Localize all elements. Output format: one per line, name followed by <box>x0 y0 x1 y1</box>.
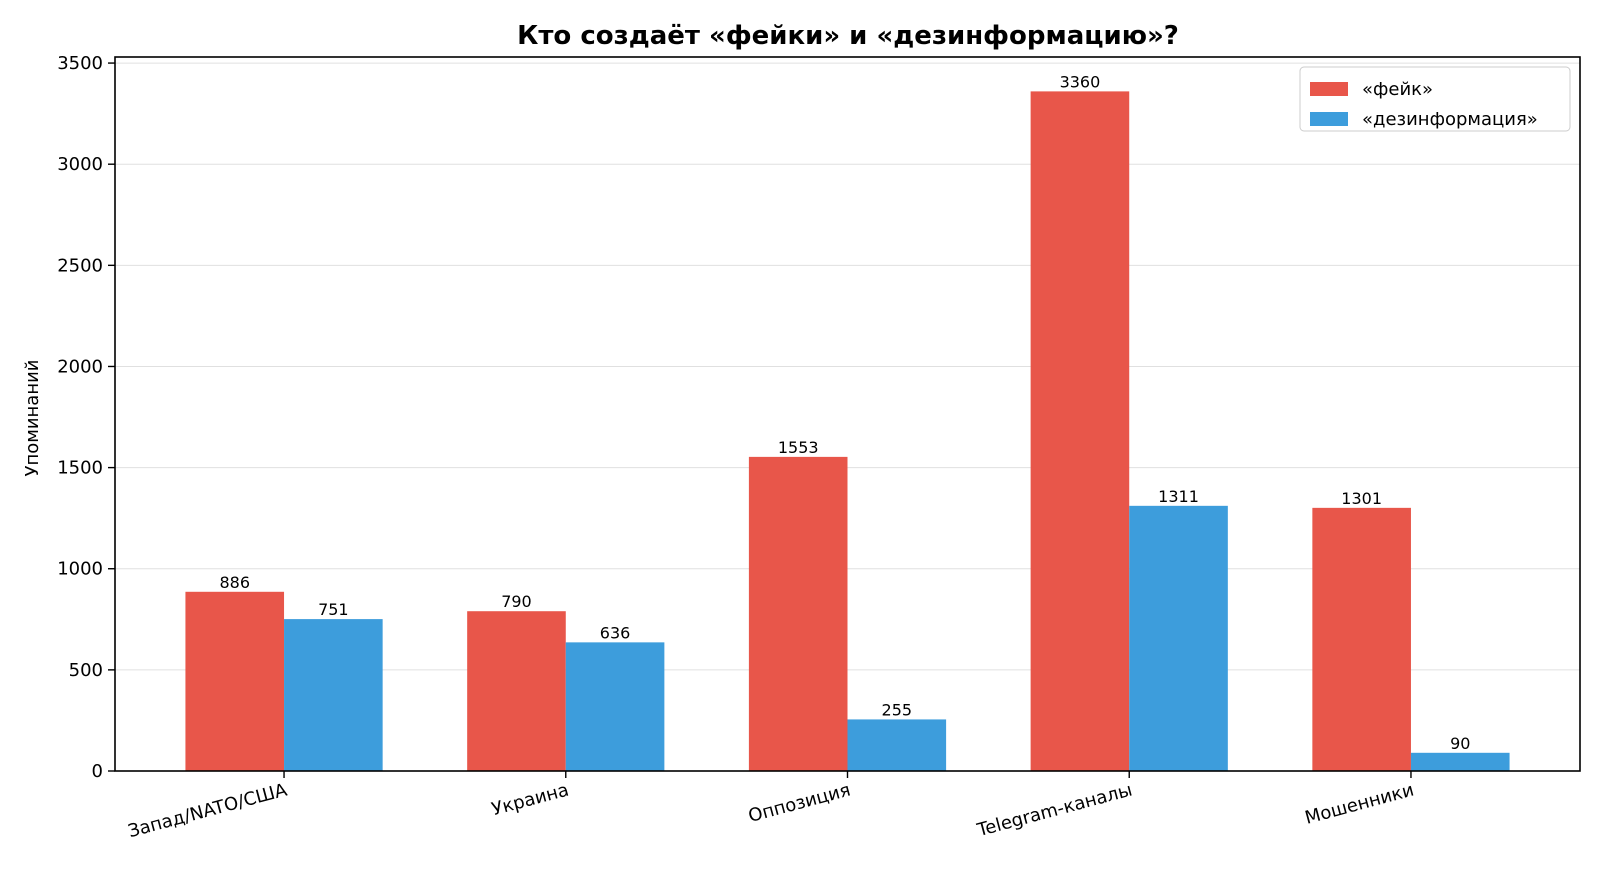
bar <box>565 642 665 771</box>
chart-title: Кто создаёт «фейки» и «дезинформацию»? <box>517 21 1179 51</box>
bar <box>1410 752 1510 771</box>
labels-layer: 886 790 1553 3360 1301 751 636 255 1311 90 <box>219 72 1470 752</box>
data-label: 3360 <box>1060 72 1101 91</box>
y-tick-label: 500 <box>69 660 103 681</box>
x-tick-label: Telegram-каналы <box>974 780 1134 842</box>
y-tick-label: 2000 <box>57 356 103 377</box>
bars-layer <box>185 91 1510 772</box>
data-label: 636 <box>600 623 631 642</box>
legend-label: «фейк» <box>1362 79 1433 100</box>
x-tick-label: Оппозиция <box>746 780 853 827</box>
y-tick-label: 1000 <box>57 559 103 580</box>
y-tick-label: 3000 <box>57 154 103 175</box>
y-axis-label: Упоминаний <box>22 360 43 477</box>
x-tick-label: Мошенники <box>1303 780 1417 829</box>
data-label: 90 <box>1450 734 1470 753</box>
bar <box>1129 505 1228 771</box>
y-tick-label: 0 <box>92 761 103 782</box>
bar <box>748 456 848 771</box>
legend-swatch <box>1310 112 1348 126</box>
bar <box>847 719 947 771</box>
y-tick-label: 1500 <box>57 458 103 479</box>
data-label: 886 <box>219 573 250 592</box>
x-tick-label: Запад/NATO/США <box>126 779 290 842</box>
data-label: 1553 <box>778 438 819 457</box>
y-tick-label: 2500 <box>57 255 103 276</box>
data-label: 790 <box>501 592 532 611</box>
legend-box <box>1299 66 1571 132</box>
bar <box>284 619 383 771</box>
bar <box>185 591 285 771</box>
bar <box>1030 91 1130 772</box>
x-tick-label: Украина <box>490 780 572 821</box>
legend-label: «дезинформация» <box>1362 109 1538 130</box>
bar <box>1312 507 1411 771</box>
legend: «фейк» «дезинформация» <box>1299 66 1571 132</box>
bar <box>467 611 566 771</box>
legend-swatch <box>1310 82 1348 96</box>
data-label: 1301 <box>1341 489 1382 508</box>
y-tick-label: 3500 <box>57 53 103 74</box>
data-label: 1311 <box>1158 487 1199 506</box>
data-label: 751 <box>318 600 349 619</box>
data-label: 255 <box>882 700 913 719</box>
